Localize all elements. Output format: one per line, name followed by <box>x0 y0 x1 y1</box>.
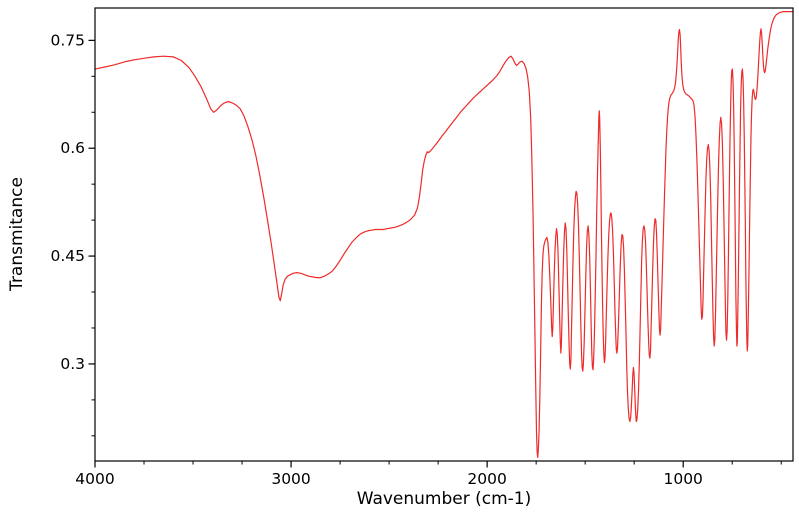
x-axis-title: Wavenumber (cm-1) <box>356 489 532 509</box>
spectrum-line <box>94 11 794 458</box>
y-axis-title: Transmitance <box>7 177 27 291</box>
x-tick-label: 2000 <box>467 470 506 488</box>
y-tick-label: 0.3 <box>60 355 85 373</box>
y-tick-label: 0.6 <box>60 139 85 157</box>
x-tick-label: 3000 <box>271 470 310 488</box>
y-tick-label: 0.45 <box>50 247 85 265</box>
x-tick-label: 1000 <box>663 470 702 488</box>
y-tick-label: 0.75 <box>50 31 85 49</box>
x-tick-label: 4000 <box>75 470 114 488</box>
plot-frame <box>94 7 794 462</box>
